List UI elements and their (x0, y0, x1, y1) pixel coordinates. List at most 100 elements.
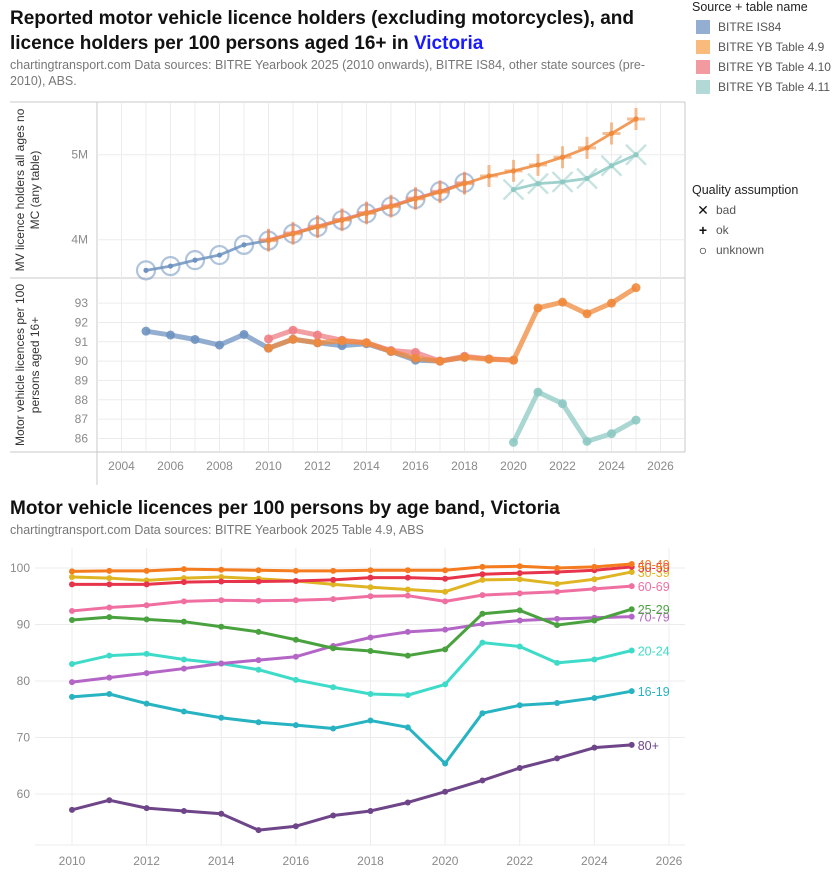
series-line (71, 743, 632, 832)
data-point (559, 179, 566, 185)
series-end-label: 30-39 (638, 566, 670, 580)
data-point (628, 647, 635, 654)
series-bitre-yb-table-4-9 (264, 283, 641, 366)
legend-item-table-4-10[interactable]: BITRE YB Table 4.10 (692, 57, 831, 77)
series-line (268, 117, 637, 242)
source-legend: Source + table name BITRE IS84 BITRE YB … (692, 0, 831, 97)
data-point (554, 700, 561, 707)
legend-item-bad[interactable]: ✕ bad (692, 200, 798, 220)
legend-item-table-4-11[interactable]: BITRE YB Table 4.11 (692, 77, 831, 97)
legend-label: BITRE YB Table 4.10 (718, 60, 831, 74)
series-age-80plus: 80+ (69, 739, 659, 834)
data-point (479, 610, 486, 617)
series-line (511, 389, 638, 444)
data-point (404, 692, 411, 699)
data-point (442, 626, 449, 633)
x-tick-label: 2010 (255, 459, 282, 473)
data-point (554, 659, 561, 666)
data-point (633, 116, 639, 122)
y-tick-label: 92 (75, 315, 89, 329)
data-point (180, 579, 187, 586)
data-point (484, 354, 494, 364)
series-end-label: 20-24 (638, 644, 670, 658)
legend-swatch (696, 20, 710, 34)
axis-title-line: persons aged 16+ (28, 317, 42, 413)
x-tick-label: 2024 (598, 459, 625, 473)
series-line (71, 689, 632, 765)
y-tick-label: 91 (75, 335, 89, 349)
data-point (554, 622, 561, 629)
data-point (591, 585, 598, 592)
series-age-60-69: 60-69 (69, 580, 670, 614)
y-tick-label: 93 (75, 296, 89, 310)
data-point (479, 777, 486, 784)
series-end-label: 70-79 (638, 611, 670, 625)
data-point (628, 741, 635, 748)
data-point (367, 567, 374, 574)
x-tick-label: 2026 (647, 459, 674, 473)
data-point (292, 577, 299, 584)
data-point (442, 760, 449, 767)
data-point (292, 567, 299, 574)
title-text: Reported motor vehicle licence holders (… (10, 8, 634, 54)
data-point (166, 330, 175, 340)
series-end-label: 50-59 (638, 561, 670, 575)
axis-title-line: MV licence holders all ages no (13, 108, 27, 271)
x-tick-label: 2022 (549, 459, 576, 473)
data-point (216, 252, 223, 258)
data-point (479, 710, 486, 717)
data-point (516, 590, 523, 597)
quality-legend: Quality assumption ✕ bad + ok ○ unknown (692, 183, 798, 260)
data-point (106, 575, 113, 582)
data-point (69, 574, 75, 581)
data-point (218, 574, 225, 581)
legend-item-table-4-9[interactable]: BITRE YB Table 4.9 (692, 37, 831, 57)
data-point (558, 297, 567, 307)
data-point (367, 634, 374, 641)
data-point (404, 652, 411, 659)
data-point (516, 765, 523, 772)
series-line (71, 615, 632, 684)
data-point (628, 583, 635, 590)
y-tick-label: 5M (71, 148, 88, 162)
marker-unknown (233, 234, 255, 255)
data-point (330, 596, 337, 603)
series-bitre-yb-table-4-11 (509, 387, 641, 447)
data-point (367, 593, 374, 600)
y-tick-label: 60 (17, 787, 31, 801)
state-name[interactable]: Victoria (413, 33, 484, 54)
data-point (559, 154, 566, 160)
data-point (516, 702, 523, 709)
data-point (363, 210, 370, 216)
x-tick-label: 2016 (402, 459, 429, 473)
data-point (591, 576, 598, 583)
data-point (255, 719, 262, 726)
data-point (218, 714, 225, 721)
data-point (591, 744, 598, 751)
x-tick-label: 2014 (208, 854, 235, 868)
bottom-chart-subtitle: chartingtransport.com Data sources: BITR… (10, 523, 424, 537)
legend-item-ok[interactable]: + ok (692, 220, 798, 240)
data-point (143, 567, 150, 574)
data-point (479, 639, 486, 646)
data-point (292, 597, 299, 604)
data-point (591, 617, 598, 624)
data-point (255, 666, 262, 673)
data-point (516, 563, 523, 570)
data-point (367, 717, 374, 724)
data-point (265, 237, 272, 244)
marker-unknown (209, 244, 230, 266)
series-bitre-is84 (135, 172, 475, 281)
data-point (292, 676, 299, 683)
data-point (607, 298, 616, 308)
legend-swatch (696, 40, 710, 54)
legend-item-is84[interactable]: BITRE IS84 (692, 17, 831, 37)
data-point (218, 660, 225, 667)
data-point (628, 568, 635, 575)
data-point (461, 181, 468, 187)
y-tick-label: 88 (75, 393, 89, 407)
data-point (367, 584, 374, 591)
legend-swatch (696, 80, 710, 94)
y-tick-label: 100 (10, 561, 30, 575)
legend-item-unknown[interactable]: ○ unknown (692, 240, 798, 260)
